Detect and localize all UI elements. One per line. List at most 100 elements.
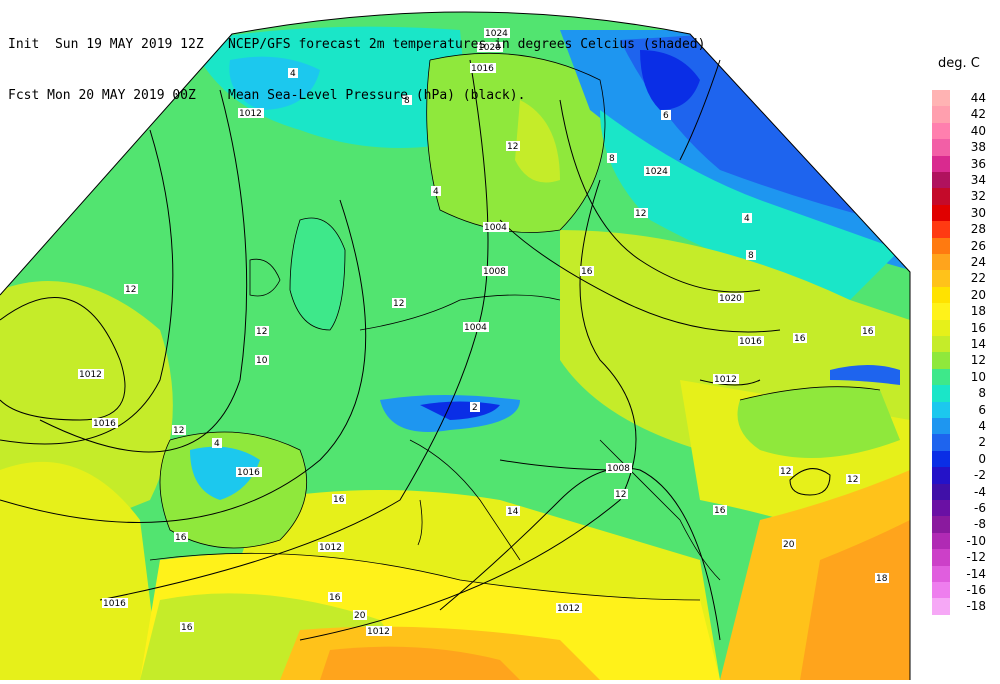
legend-entry: 26 (928, 237, 998, 254)
svg-text:18: 18 (876, 574, 888, 584)
isobar-label: 1004 (463, 322, 489, 333)
legend-swatch (932, 336, 950, 353)
isobar-label-group: 1020 1024 1016 1012 1024 1004 1008 1004 … (78, 28, 764, 637)
isobar-label: 1024 (644, 166, 670, 177)
isobar-label: 1024 (484, 28, 510, 39)
legend-label: -14 (966, 566, 986, 581)
isobar-label: 1020 (718, 293, 744, 304)
temp-label: 8 (607, 153, 617, 164)
temp-label: 4 (288, 68, 298, 79)
legend-label: -8 (974, 517, 986, 532)
legend-entry: 4 (928, 418, 998, 435)
legend-swatch (932, 172, 950, 189)
temp-label: 12 (634, 208, 648, 219)
svg-text:12: 12 (173, 426, 184, 436)
svg-text:12: 12 (847, 475, 858, 485)
legend-swatch (932, 204, 950, 222)
legend-swatch (932, 90, 950, 107)
legend-swatch (932, 303, 950, 320)
svg-text:1020: 1020 (719, 294, 742, 304)
svg-text:1004: 1004 (484, 223, 507, 233)
svg-text:12: 12 (615, 490, 626, 500)
svg-text:16: 16 (581, 267, 593, 277)
svg-text:1004: 1004 (464, 323, 487, 333)
svg-text:12: 12 (256, 327, 267, 337)
svg-text:16: 16 (862, 327, 874, 337)
svg-text:4: 4 (214, 439, 220, 449)
legend-swatch (932, 467, 950, 484)
svg-text:1012: 1012 (714, 375, 737, 385)
legend-entry: 18 (928, 303, 998, 320)
legend-swatch (932, 122, 950, 140)
svg-text:16: 16 (181, 623, 193, 633)
legend-label: 44 (970, 91, 986, 105)
legend-swatch (932, 401, 950, 418)
temp-label: 16 (861, 326, 875, 337)
temp-label: 14 (506, 506, 520, 517)
svg-text:20: 20 (354, 611, 366, 621)
temp-label: 4 (742, 213, 752, 224)
svg-text:6: 6 (663, 111, 669, 121)
legend-swatch (932, 549, 950, 566)
legend-entry: 14 (928, 336, 998, 353)
isobar-label: 1016 (738, 336, 764, 347)
svg-text:1012: 1012 (367, 627, 390, 637)
legend-label: 8 (978, 386, 986, 401)
svg-text:1008: 1008 (607, 464, 630, 474)
svg-text:12: 12 (393, 299, 404, 309)
isobar-label: 1012 (318, 542, 344, 553)
legend-label: -16 (966, 583, 986, 597)
legend-entry: 42 (928, 106, 998, 123)
legend-swatch (932, 286, 950, 304)
legend-entry: -12 (928, 549, 998, 566)
forecast-time: Fcst Mon 20 MAY 2019 00Z (8, 88, 196, 103)
svg-text:1012: 1012 (79, 370, 102, 380)
temp-label: 12 (506, 141, 520, 152)
legend-label: 36 (970, 156, 986, 171)
legend-entry: -2 (928, 467, 998, 484)
legend-label: -18 (966, 599, 986, 614)
svg-text:16: 16 (333, 495, 345, 505)
header-title: NCEP/GFS forecast 2m temperatures in deg… (228, 37, 706, 52)
temp-label: 16 (180, 622, 194, 633)
legend-swatch (932, 254, 950, 271)
legend-entry: 36 (928, 155, 998, 172)
legend-label: 30 (970, 205, 986, 220)
temp-label: 12 (255, 326, 269, 337)
svg-text:1016: 1016 (237, 468, 260, 478)
legend-entry: 12 (928, 352, 998, 369)
legend-swatch (932, 598, 950, 615)
chart-header: Init Sun 19 MAY 2019 12Z NCEP/GFS forecas… (8, 2, 705, 121)
map-boundary (0, 11, 911, 680)
legend-entry: 28 (928, 221, 998, 238)
legend-entry: 32 (928, 188, 998, 205)
svg-text:16: 16 (714, 506, 726, 516)
isobar-label: 1020 (477, 42, 503, 53)
isobar-label: 1012 (713, 374, 739, 385)
legend-entry: 34 (928, 172, 998, 189)
legend-swatch (932, 582, 950, 599)
temp-label: 20 (782, 539, 796, 550)
legend-label: 10 (970, 369, 986, 384)
svg-text:1012: 1012 (557, 604, 580, 614)
legend-swatch (932, 106, 950, 123)
legend-entry: 30 (928, 204, 998, 222)
temp-label: 8 (402, 95, 412, 106)
legend-label: -12 (966, 550, 986, 565)
temp-label: 12 (124, 284, 138, 295)
temp-label: 16 (174, 532, 188, 543)
svg-text:8: 8 (609, 154, 615, 164)
svg-text:1016: 1016 (471, 64, 494, 74)
svg-text:1008: 1008 (483, 267, 506, 277)
legend-entry: 10 (928, 368, 998, 386)
legend-swatch (932, 532, 950, 550)
svg-text:16: 16 (329, 593, 341, 603)
temp-label: 10 (255, 355, 269, 366)
isobar-label: 1008 (606, 463, 632, 474)
isobar-label: 1016 (102, 598, 128, 609)
legend-entry: 22 (928, 270, 998, 287)
legend-label: -10 (966, 533, 986, 548)
legend-label: -2 (974, 468, 986, 483)
